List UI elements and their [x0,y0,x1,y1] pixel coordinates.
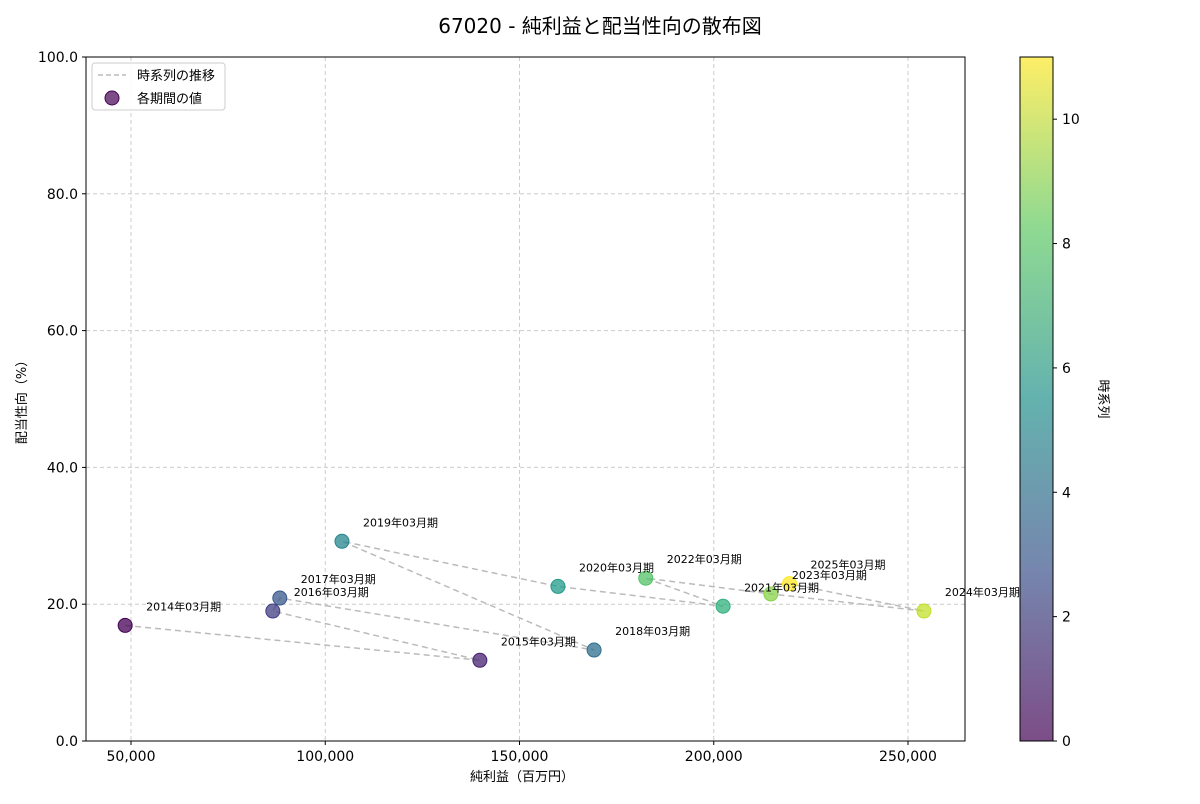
y-tick-label: 60.0 [47,324,78,340]
data-point [117,617,133,633]
data-point [763,586,779,602]
point-label: 2019年03月期 [363,515,438,529]
colorbar-frame [1019,56,1054,742]
y-tick-label: 0.0 [56,734,78,750]
y-tick-label: 80.0 [47,187,78,203]
data-point [334,533,350,549]
data-point [638,570,654,586]
y-tick-label: 20.0 [47,597,78,613]
data-point [715,598,731,614]
data-point [586,642,602,658]
data-point [916,603,932,619]
colorbar [1020,57,1053,741]
plot-frame [85,56,966,742]
data-point [272,590,288,606]
point-label: 2024年03月期 [945,585,1020,599]
trend-line [125,540,925,662]
y-tick-label: 40.0 [47,460,78,476]
legend-marker-swatch [104,90,120,106]
colorbar-tick-label: 4 [1062,485,1071,501]
x-axis-label: 純利益（百万円） [470,770,574,785]
point-label: 2016年03月期 [294,585,369,599]
point-label: 2020年03月期 [579,560,654,574]
colorbar-tick-label: 2 [1062,610,1071,626]
colorbar-tick-label: 6 [1062,361,1071,377]
point-label: 2025年03月期 [811,558,886,572]
colorbar-tick-label: 8 [1062,237,1071,253]
colorbar-tick-label: 10 [1062,112,1080,128]
y-axis-label: 配当性向（%） [14,354,30,444]
point-label: 2023年03月期 [792,568,867,582]
data-point [265,603,281,619]
x-tick-label: 200,000 [685,749,743,765]
x-tick-label: 100,000 [296,749,354,765]
point-label: 2018年03月期 [615,624,690,638]
colorbar-tick-label: 0 [1062,734,1071,750]
data-point [550,578,566,594]
point-label: 2014年03月期 [146,599,221,613]
point-label: 2015年03月期 [501,634,576,648]
point-label: 2021年03月期 [744,580,819,594]
legend-entry-values: 各期間の値 [137,91,202,107]
x-tick-label: 50,000 [107,749,156,765]
x-tick-label: 150,000 [491,749,549,765]
point-label: 2017年03月期 [301,572,376,586]
x-tick-label: 250,000 [879,749,937,765]
data-point [782,576,798,592]
point-label: 2022年03月期 [667,552,742,566]
data-point [472,652,488,668]
legend-entry-trend: 時系列の推移 [137,69,215,84]
chart-title: 67020 - 純利益と配当性向の散布図 [438,14,762,38]
y-tick-label: 100.0 [38,50,78,66]
colorbar-label: 時系列 [1095,379,1110,418]
legend: 時系列の推移 各期間の値 [91,62,226,111]
